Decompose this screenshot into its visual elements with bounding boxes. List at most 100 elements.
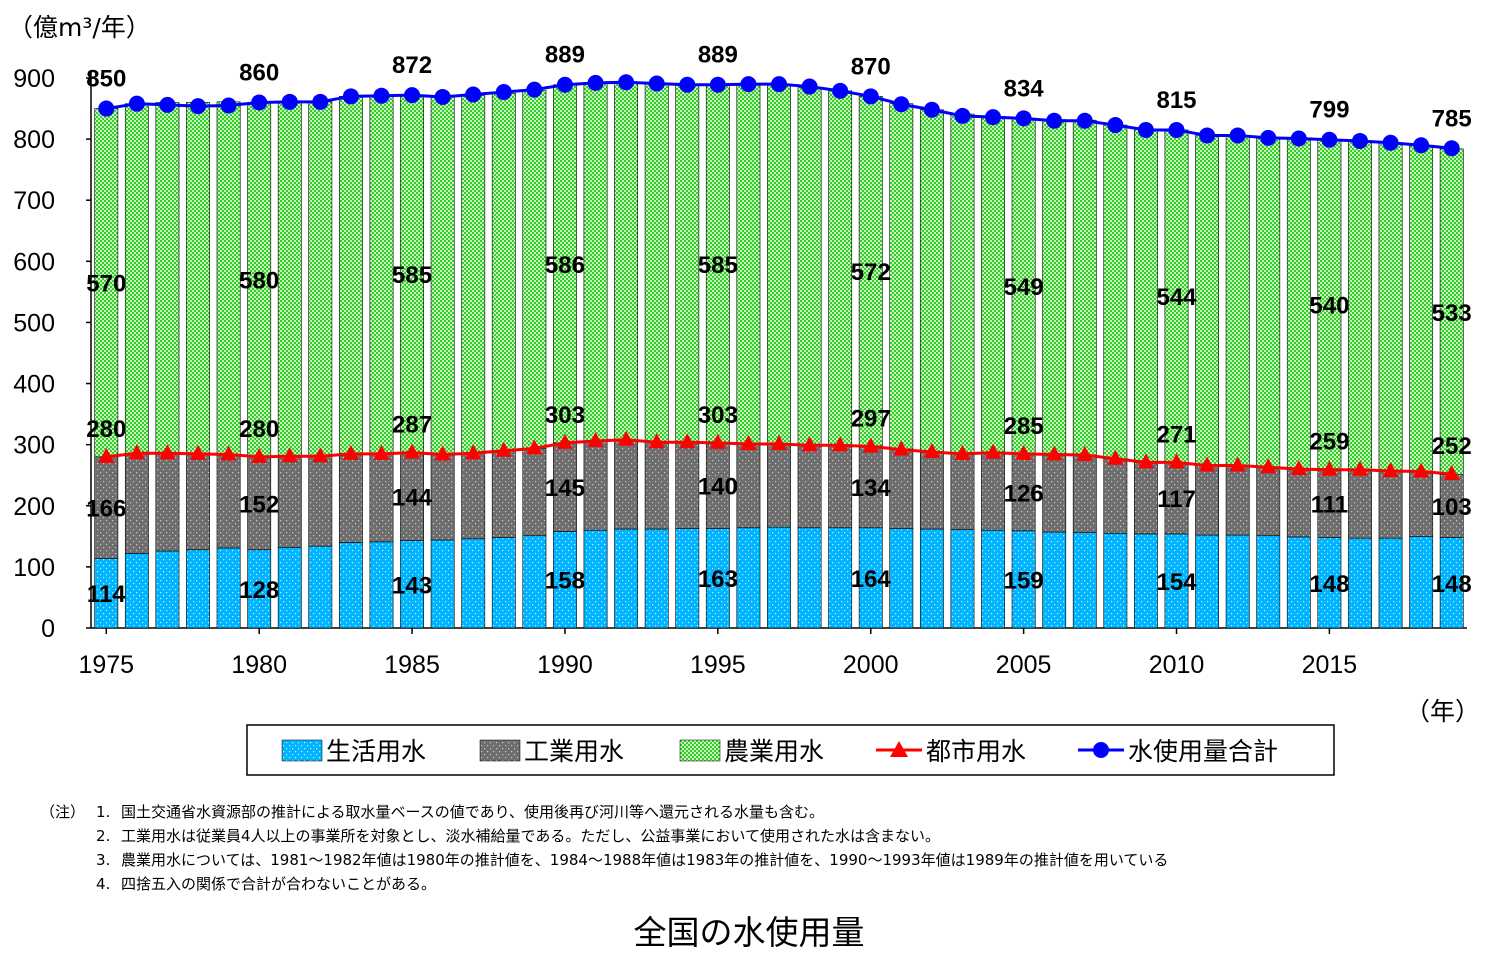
data-label-urban: 303 xyxy=(698,402,738,429)
bar-domestic xyxy=(216,547,241,629)
bar-domestic xyxy=(1225,534,1250,629)
notes: （注） 1. 国土交通省水資源部の推計による取水量ベースの値であり、使用後再び河… xyxy=(40,800,1480,896)
urban-water-marker xyxy=(495,441,512,457)
total-water-marker xyxy=(618,74,635,91)
note-number: 3. xyxy=(96,851,111,869)
total-water-marker xyxy=(373,87,390,104)
bar-agricultural xyxy=(1225,135,1250,466)
x-tick-label: 1995 xyxy=(690,651,746,679)
y-axis: 0 100 200 300 400 500 600 700 800 900 xyxy=(13,65,92,643)
data-label-total: 834 xyxy=(1004,75,1045,102)
total-water-marker xyxy=(404,87,421,104)
note-number: 2. xyxy=(96,827,111,845)
bar-industrial xyxy=(614,439,639,530)
y-tick-label: 400 xyxy=(13,371,55,399)
bar-industrial xyxy=(981,452,1005,531)
data-label-total: 860 xyxy=(239,59,279,86)
note-item: （注） 1. 国土交通省水資源部の推計による取水量ベースの値であり、使用後再び河… xyxy=(40,800,1480,824)
bar-domestic xyxy=(430,539,455,629)
x-tick-label: 1985 xyxy=(384,651,440,679)
bar-domestic xyxy=(736,527,761,629)
total-water-marker xyxy=(281,93,298,110)
data-label-agricultural: 540 xyxy=(1309,293,1349,320)
total-water-marker xyxy=(1137,121,1154,138)
total-water-marker xyxy=(985,109,1002,126)
bar-industrial xyxy=(1225,465,1250,536)
data-label-agricultural: 586 xyxy=(545,252,585,279)
bar-industrial xyxy=(950,452,975,530)
bar-agricultural xyxy=(1042,119,1067,455)
urban-water-marker xyxy=(1015,444,1032,460)
bar-domestic xyxy=(338,542,363,629)
x-tick-label: 2015 xyxy=(1302,651,1358,679)
total-water-marker xyxy=(251,94,268,111)
total-water-marker xyxy=(1199,127,1216,144)
bar-agricultural xyxy=(889,103,914,450)
data-label-agricultural: 572 xyxy=(851,259,891,286)
urban-water-marker xyxy=(1168,453,1185,469)
bar-industrial xyxy=(644,441,669,530)
data-label-domestic: 114 xyxy=(87,581,126,608)
data-label-agricultural: 544 xyxy=(1156,284,1197,311)
urban-water-marker xyxy=(893,440,910,456)
urban-water-marker xyxy=(1046,445,1063,461)
urban-water-marker xyxy=(312,447,329,463)
note-text: 四捨五入の関係で合計が合わないことがある。 xyxy=(121,875,437,893)
bar-industrial xyxy=(155,452,180,552)
bar-domestic xyxy=(1256,535,1281,629)
x-axis-unit-label: （年） xyxy=(1405,697,1480,726)
urban-water-marker xyxy=(1351,460,1368,476)
x-tick-label: 1980 xyxy=(231,651,287,679)
bar-agricultural xyxy=(767,83,791,445)
urban-water-marker xyxy=(98,447,115,463)
note-number: 1. xyxy=(96,803,111,821)
bar-domestic xyxy=(981,529,1005,629)
bar-industrial xyxy=(216,454,241,549)
urban-water-marker xyxy=(923,443,940,458)
bar-industrial xyxy=(1103,458,1128,534)
x-tick-label: 2010 xyxy=(1149,651,1205,679)
y-axis-unit-label: （億m³/年） xyxy=(8,13,151,42)
data-label-total: 870 xyxy=(851,53,891,80)
y-tick-label: 900 xyxy=(13,65,55,93)
data-label-industrial: 126 xyxy=(1004,480,1044,507)
bar-industrial xyxy=(1072,454,1097,533)
bar-industrial xyxy=(186,453,210,551)
urban-water-marker xyxy=(251,447,268,463)
bar-domestic xyxy=(797,527,822,629)
total-water-marker xyxy=(648,75,665,92)
data-label-total: 872 xyxy=(392,52,432,79)
bar-domestic xyxy=(1195,534,1220,629)
bar-industrial xyxy=(797,444,822,529)
y-tick-label: 0 xyxy=(41,615,55,643)
data-label-industrial: 145 xyxy=(545,475,585,502)
total-water-marker xyxy=(1443,140,1460,157)
total-water-marker xyxy=(862,88,879,105)
urban-water-marker xyxy=(1107,449,1124,465)
bar-industrial xyxy=(124,452,149,554)
bar-industrial xyxy=(338,453,363,543)
bar-domestic xyxy=(1348,537,1372,629)
bar-industrial xyxy=(461,452,486,540)
total-water-marker xyxy=(159,96,176,113)
data-labels: 114 128 143 158 163 164 159 154 148 148 166 152 144 1… xyxy=(86,42,1471,608)
data-label-domestic: 143 xyxy=(392,572,432,599)
x-axis: 1975 1980 1985 1990 1995 2000 2005 2010 2015 xyxy=(78,627,1467,679)
bar-domestic xyxy=(1286,536,1311,629)
bar-agricultural xyxy=(736,85,761,445)
bar-agricultural xyxy=(614,81,639,441)
total-water-marker xyxy=(1015,110,1032,127)
urban-water-marker xyxy=(1137,453,1154,469)
bar-domestic xyxy=(124,553,149,629)
bar-agricultural xyxy=(675,84,700,443)
total-water-marker xyxy=(526,81,543,98)
bar-agricultural xyxy=(1256,138,1281,468)
total-water-marker xyxy=(434,88,451,105)
urban-water-marker xyxy=(862,437,879,453)
bar-agricultural xyxy=(491,92,516,452)
data-label-industrial: 134 xyxy=(851,475,892,502)
urban-water-marker xyxy=(434,445,451,461)
legend-swatch-urban-marker xyxy=(890,741,908,757)
data-label-urban: 252 xyxy=(1432,433,1472,460)
x-tick-label: 1975 xyxy=(78,651,134,679)
